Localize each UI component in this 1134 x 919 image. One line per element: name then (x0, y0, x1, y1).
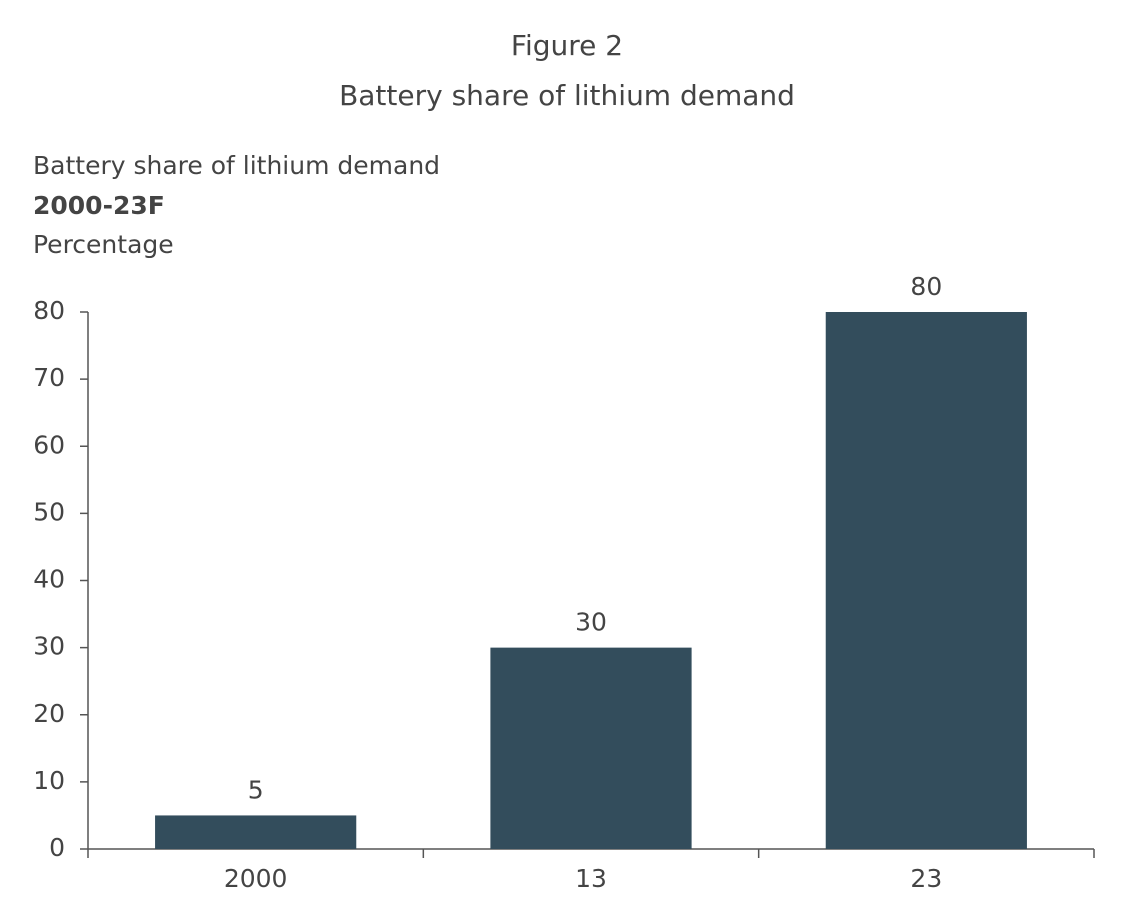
period-label: 2000-23F (33, 191, 165, 220)
y-tick-label: 80 (33, 296, 65, 325)
x-tick-label: 13 (575, 864, 607, 893)
bar (490, 647, 692, 849)
y-tick-label: 0 (49, 833, 65, 862)
bar (155, 815, 357, 849)
y-tick-label: 30 (33, 632, 65, 661)
data-label: 80 (910, 272, 942, 301)
chart-heading: Battery share of lithium demand (33, 151, 440, 180)
data-label: 30 (575, 608, 607, 637)
data-label: 5 (248, 775, 264, 804)
x-tick-label: 2000 (224, 864, 288, 893)
chart-subtitle: Battery share of lithium demand (339, 79, 795, 112)
bar (825, 312, 1027, 849)
y-tick-label: 60 (33, 430, 65, 459)
chart-title: Figure 2 (511, 29, 623, 62)
y-tick-label: 20 (33, 699, 65, 728)
y-tick-label: 40 (33, 565, 65, 594)
y-tick-label: 70 (33, 363, 65, 392)
y-tick-label: 50 (33, 497, 65, 526)
y-axis-label: Percentage (33, 230, 174, 259)
y-tick-label: 10 (33, 766, 65, 795)
x-tick-label: 23 (910, 864, 942, 893)
